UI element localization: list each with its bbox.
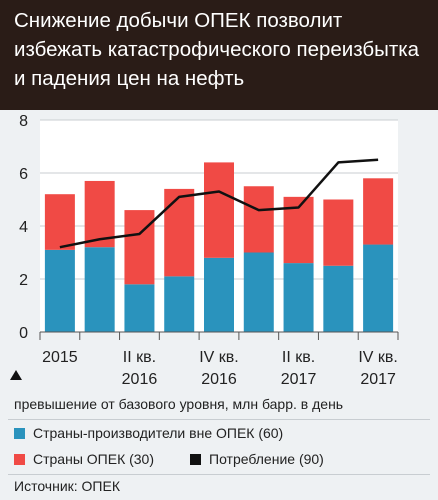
units-note: превышение от базового уровня, млн барр.… <box>14 396 344 412</box>
title-bar: Снижение добычи ОПЕК позволит избежать к… <box>0 0 438 110</box>
x-tick-label: 2017 <box>360 371 396 388</box>
legend-label-consumption: Потребление (90) <box>209 451 324 467</box>
y-tick-label: 4 <box>19 219 28 236</box>
y-tick-label: 6 <box>19 166 28 183</box>
bar-opec <box>323 199 354 266</box>
divider <box>8 474 430 475</box>
x-tick-label: IV кв. <box>358 349 398 366</box>
source-note: Источник: ОПЕК <box>14 478 120 494</box>
bar-opec <box>84 180 115 248</box>
bar-nonopec <box>164 276 195 332</box>
bar-opec <box>44 194 75 250</box>
bar-opec <box>124 210 155 285</box>
bar-opec <box>164 188 195 277</box>
bar-nonopec <box>323 265 354 332</box>
legend-swatch-opec <box>14 453 25 465</box>
bar-opec <box>204 162 234 258</box>
x-tick-label: 2016 <box>122 371 158 388</box>
y-tick-label: 8 <box>19 113 28 130</box>
chart-area: 0 2 4 6 8 2015 II кв. 2016 IV кв. 2016 II кв. 2017 I… <box>10 113 399 388</box>
divider <box>8 419 430 420</box>
bar-nonopec <box>204 257 234 332</box>
y-tick-label: 0 <box>19 325 28 342</box>
bar-nonopec <box>44 249 75 332</box>
legend-item-nonopec: Страны-производители вне ОПЕК (60) <box>14 425 283 441</box>
bar-nonopec <box>84 247 115 332</box>
x-tick-label: 2015 <box>42 349 78 366</box>
bar-nonopec <box>283 263 314 332</box>
y-tick-label: 2 <box>19 272 28 289</box>
x-tick-label: 2016 <box>201 371 237 388</box>
bar-nonopec <box>243 252 274 332</box>
triangle-marker-icon <box>10 370 22 380</box>
legend-swatch-consumption <box>190 453 201 465</box>
x-tick-label: II кв. <box>123 349 156 366</box>
legend-swatch-nonopec <box>14 427 25 439</box>
bar-nonopec <box>124 284 155 332</box>
legend-label-nonopec: Страны-производители вне ОПЕК (60) <box>33 425 284 441</box>
bar-opec <box>243 186 274 253</box>
bar-opec <box>363 178 394 245</box>
legend-label-opec: Страны ОПЕК (30) <box>33 451 155 467</box>
chart-title: Снижение добычи ОПЕК позволит избежать к… <box>14 9 420 90</box>
legend-item-consumption: Потребление (90) <box>190 451 324 467</box>
legend-item-opec: Страны ОПЕК (30) <box>14 451 154 467</box>
x-tick-label: IV кв. <box>199 349 239 366</box>
bar-nonopec <box>363 244 394 332</box>
x-tick-label: 2017 <box>281 371 317 388</box>
x-tick-label: II кв. <box>282 349 315 366</box>
consumption-line <box>59 158 379 249</box>
